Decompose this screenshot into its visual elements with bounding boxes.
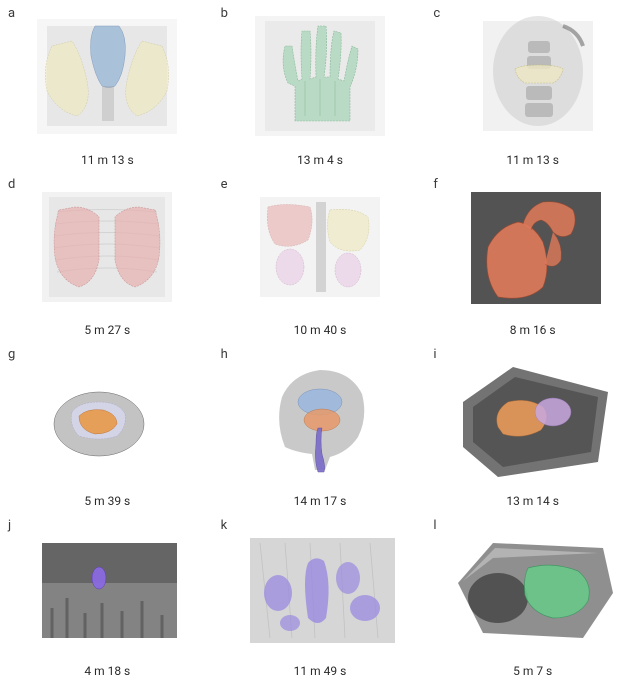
panel-label-i: i [433,347,436,362]
panel-label-h: h [221,347,228,362]
panel-i: i 13 m 14 s [427,343,638,512]
panel-label-e: e [221,177,228,192]
panel-b: b 13 m 4 s [215,2,426,171]
panel-label-a: a [8,6,15,21]
panel-caption-l: 5 m 7 s [427,662,638,682]
panel-c: c 11 m 13 s [427,2,638,171]
panel-image-d [2,173,213,322]
panel-image-b [215,2,426,151]
panel-caption-i: 13 m 14 s [427,492,638,512]
panel-caption-k: 11 m 49 s [215,662,426,682]
figure-grid: a 11 m 13 s b [0,0,640,684]
panel-image-l [427,514,638,663]
panel-caption-b: 13 m 4 s [215,151,426,171]
panel-image-a [2,2,213,151]
panel-caption-h: 14 m 17 s [215,492,426,512]
panel-label-c: c [433,6,440,21]
panel-e: e 10 m 40 s [215,173,426,342]
panel-label-j: j [8,518,11,533]
panel-h: h 14 m 17 s [215,343,426,512]
panel-label-d: d [8,177,15,192]
panel-caption-g: 5 m 39 s [2,492,213,512]
panel-k: k 11 m 49 s [215,514,426,683]
panel-caption-a: 11 m 13 s [2,151,213,171]
panel-caption-j: 4 m 18 s [2,662,213,682]
panel-image-k [215,514,426,663]
panel-image-e [215,173,426,322]
panel-label-g: g [8,347,15,362]
panel-image-h [215,343,426,492]
panel-d: d 5 m 27 s [2,173,213,342]
panel-j: j 4 m 18 s [2,514,213,683]
panel-g: g 5 m 39 s [2,343,213,512]
panel-caption-f: 8 m 16 s [427,321,638,341]
panel-l: l 5 m 7 s [427,514,638,683]
panel-caption-e: 10 m 40 s [215,321,426,341]
panel-label-f: f [433,177,438,192]
panel-a: a 11 m 13 s [2,2,213,171]
panel-caption-d: 5 m 27 s [2,321,213,341]
panel-label-b: b [221,6,228,21]
panel-image-j [2,514,213,663]
panel-label-l: l [433,518,436,533]
panel-image-f [427,173,638,322]
panel-image-c [427,2,638,151]
panel-f: f 8 m 16 s [427,173,638,342]
panel-image-g [2,343,213,492]
panel-image-i [427,343,638,492]
panel-label-k: k [221,518,228,533]
panel-caption-c: 11 m 13 s [427,151,638,171]
